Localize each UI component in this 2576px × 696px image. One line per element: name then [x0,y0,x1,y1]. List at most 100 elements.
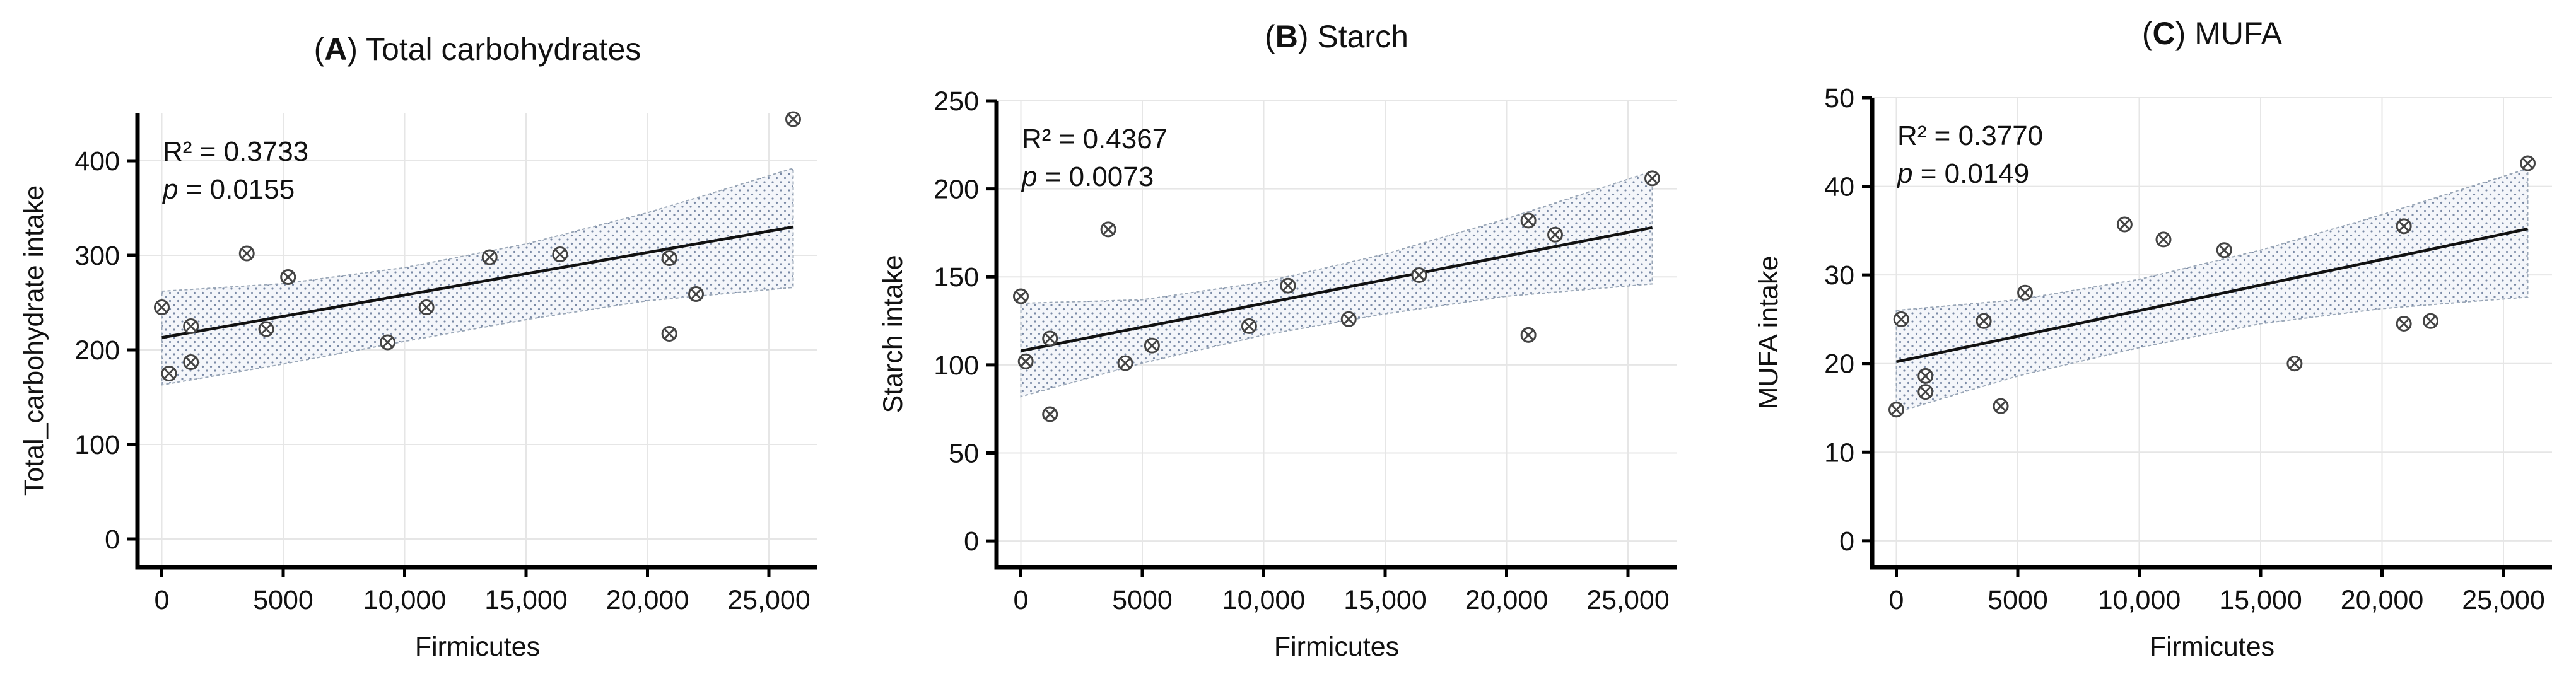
data-point [183,354,199,370]
x-tick-label: 25,000 [2462,585,2545,615]
x-tick-label: 5000 [1988,585,2048,615]
y-tick-label: 250 [934,86,979,117]
y-tick-label: 0 [105,525,120,555]
y-tick-label: 50 [949,438,979,468]
axes [1870,98,2552,570]
data-point [2286,356,2303,372]
data-point [2116,216,2133,233]
data-point [2017,284,2034,301]
x-tick-label: 15,000 [2219,585,2302,615]
p-value-label: p = 0.0155 [161,174,295,205]
p-value-label: p = 0.0073 [1021,161,1154,192]
y-tick-label: 100 [934,351,979,381]
data-point [1888,402,1904,418]
regression-line [161,225,793,339]
data-point [1520,212,1537,229]
data-point [2396,218,2412,235]
data-point [1411,267,1427,283]
data-point [183,318,199,334]
x-tick-label: 15,000 [1344,585,1427,615]
data-point [688,286,704,302]
x-axis-title: Firmicutes [415,632,540,662]
y-tick-label: 40 [1824,172,1854,202]
data-point [1117,355,1133,371]
y-tick-label: 30 [1824,260,1854,291]
r-squared-label: R² = 0.4367 [1022,124,1168,154]
data-point [1547,226,1563,243]
y-tick-label: 200 [934,175,979,205]
x-tick-label: 25,000 [727,585,811,615]
data-point [1042,330,1058,347]
data-point [1340,311,1357,327]
data-point [2520,155,2536,171]
data-point [1976,313,1992,329]
data-point [2396,315,2412,332]
y-tick-label: 50 [1824,83,1854,113]
x-tick-label: 15,000 [484,585,568,615]
data-point [2216,242,2232,258]
data-point [552,246,568,262]
x-tick-label: 20,000 [1465,585,1549,615]
data-point [1917,368,1934,384]
data-point [1017,353,1034,369]
panel-b: 0 5000 10,000 15,000 20,000 25,000 0 50 100 150 20… [878,19,1677,662]
x-axis-title: Firmicutes [1274,632,1399,662]
x-axis-title: Firmicutes [2150,632,2274,662]
r-squared-label: R² = 0.3733 [163,136,308,167]
axes [135,113,817,570]
y-tick-label: 10 [1824,438,1854,468]
y-tick-label: 400 [74,146,120,177]
panel-letter: B [1275,19,1298,54]
r-squared-label: R² = 0.3770 [1897,120,2043,151]
x-tick-label: 20,000 [2341,585,2424,615]
data-point [258,321,274,337]
y-tick-label: 300 [74,241,120,271]
x-tick-label: 5000 [1112,585,1173,615]
confidence-band [161,167,794,386]
panel-c: 0 5000 10,000 15,000 20,000 25,000 0 10 20 30 40 50… [1753,16,2552,662]
panel-title: (B) Starch [1265,19,1408,54]
data-point [481,249,498,265]
axes [994,101,1677,570]
y-axis-title: Total_carbohydrate intake [19,185,49,496]
data-point [238,245,255,262]
panel-title: (C) MUFA [2142,16,2283,51]
y-tick-label: 0 [1839,526,1854,557]
data-point [661,326,677,342]
data-point [2423,313,2438,329]
data-point [154,299,170,315]
data-point [161,366,177,381]
regression-line [1021,226,1653,352]
data-point [1100,221,1116,238]
data-point [1893,311,1909,327]
data-point [280,269,296,285]
y-tick-label: 200 [74,335,120,366]
x-tick-label: 0 [155,585,170,615]
x-tick-label: 0 [1889,585,1904,615]
data-point [1013,288,1029,304]
panel-letter: C [2153,16,2175,51]
data-point [1644,170,1660,187]
x-tick-label: 0 [1014,585,1029,615]
data-point [2155,231,2172,248]
x-tick-label: 10,000 [363,585,447,615]
x-tick-label: 20,000 [606,585,689,615]
panel-a: 0 5000 10,000 15,000 20,000 25,000 0 100 200 300 4… [19,32,817,662]
panel-title: (A) Total carbohydrates [314,32,641,67]
data-point [380,334,396,351]
confidence-band [1020,170,1653,398]
x-tick-label: 10,000 [1222,585,1306,615]
data-point [1917,384,1934,400]
data-point [1144,337,1160,354]
data-point [1280,277,1296,294]
panel-letter: A [324,32,347,67]
x-tick-label: 25,000 [1586,585,1670,615]
data-point [661,250,677,266]
y-tick-label: 150 [934,262,979,293]
p-value-label: p = 0.0149 [1896,158,2029,189]
regression-line [1896,227,2528,364]
y-tick-label: 20 [1824,349,1854,380]
y-tick-label: 0 [964,526,979,557]
x-tick-label: 10,000 [2098,585,2181,615]
